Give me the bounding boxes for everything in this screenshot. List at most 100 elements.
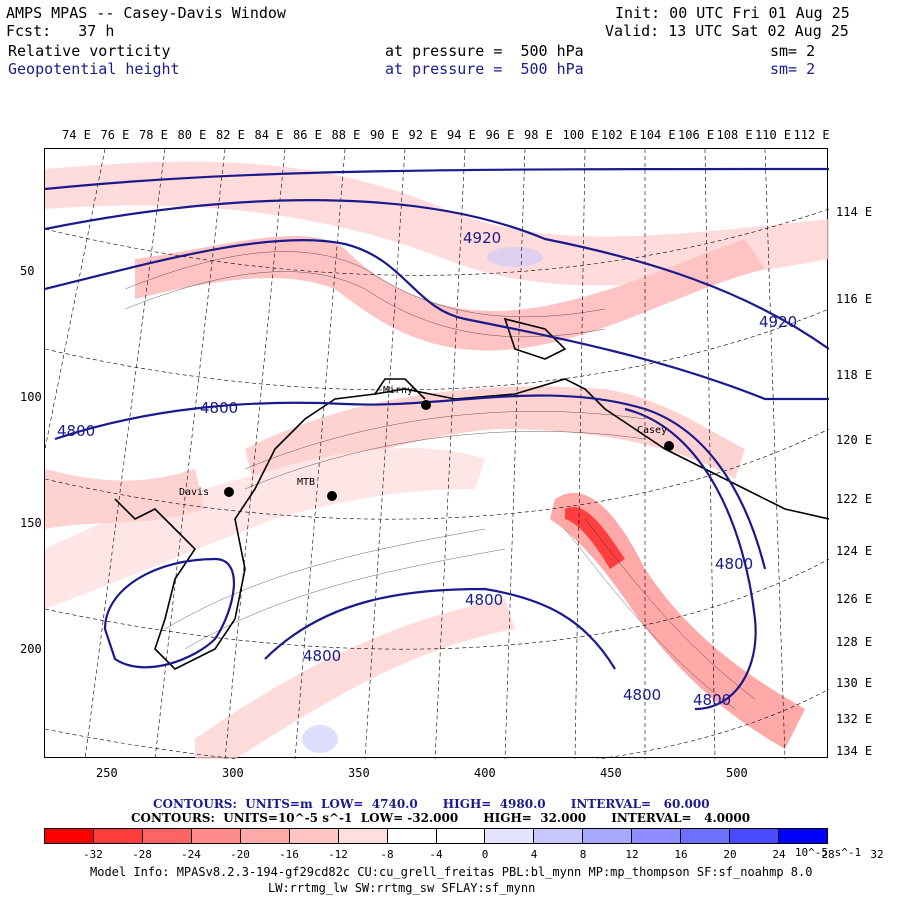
top-lon-label: 76 E: [100, 128, 130, 142]
colorbar-swatch: [338, 829, 388, 843]
height-label: 4800: [623, 686, 661, 704]
field1-name: Relative vorticity: [8, 42, 171, 60]
field1-level: at pressure = 500 hPa: [385, 42, 584, 60]
vort-core-southeast: [565, 507, 625, 569]
right-lon-label: 124 E: [836, 544, 873, 558]
right-lon-label: 130 E: [836, 676, 873, 690]
right-lon-label: 116 E: [836, 292, 873, 306]
colorbar-swatch: [681, 829, 731, 843]
top-lon-label: 90 E: [370, 128, 399, 142]
colorbar-swatch: [436, 829, 486, 843]
height-label: 4800: [303, 647, 341, 665]
colorbar-swatch: [289, 829, 339, 843]
height-label: 4800: [200, 399, 238, 417]
colorbar-tick-label: -16: [279, 848, 299, 861]
field2-name: Geopotential height: [8, 60, 180, 78]
top-lon-label: 102 E: [601, 128, 638, 142]
vort-band-south: [195, 599, 515, 759]
height-label: 4800: [57, 422, 95, 440]
vort-band-north: [45, 161, 829, 286]
top-lon-label: 94 E: [447, 128, 476, 142]
colorbar: [44, 828, 828, 844]
station-label-mtb: MTB: [297, 477, 315, 488]
right-lon-label: 114 E: [836, 205, 873, 219]
colorbar-swatch: [632, 829, 682, 843]
y-tick-label: 100: [20, 390, 42, 404]
top-lon-label: 82 E: [216, 128, 245, 142]
right-lon-label: 118 E: [836, 368, 873, 382]
negative-vorticity: [302, 247, 543, 753]
colorbar-tick-label: 32: [870, 848, 884, 861]
top-lon-label: 88 E: [331, 128, 361, 142]
top-lon-label: 108 E: [716, 128, 753, 142]
top-lon-label: 84 E: [254, 128, 284, 142]
x-tick-label: 450: [600, 766, 622, 780]
colorbar-swatch: [583, 829, 633, 843]
right-lon-label: 126 E: [836, 592, 873, 606]
vort-band-southwest: [45, 448, 485, 609]
field1-smooth: sm= 2: [770, 42, 816, 60]
colorbar-swatch: [387, 829, 437, 843]
station-label-davis: Davis: [179, 487, 209, 498]
right-lon-label: 134 E: [836, 744, 873, 758]
height-label: 4920: [463, 229, 501, 247]
station-label-mirny: Mirny: [383, 385, 413, 396]
colorbar-tick-label: -4: [429, 848, 443, 861]
station-mtb-marker: [327, 491, 337, 501]
chart-title: AMPS MPAS -- Casey-Davis Window: [6, 4, 286, 22]
x-tick-label: 400: [474, 766, 496, 780]
colorbar-tick-label: 0: [481, 848, 489, 861]
colorbar-swatch: [240, 829, 290, 843]
top-lon-label: 106 E: [678, 128, 715, 142]
top-lon-label: 100 E: [562, 128, 599, 142]
colorbar-tick-label: -20: [230, 848, 250, 861]
right-lon-label: 122 E: [836, 492, 873, 506]
colorbar-tick-label: -24: [181, 848, 201, 861]
colorbar-tick-label: -28: [132, 848, 152, 861]
y-tick-label: 150: [20, 516, 42, 530]
top-lon-label: 96 E: [485, 128, 515, 142]
vort-band-middle: [245, 386, 745, 489]
colorbar-tick-label: -32: [83, 848, 103, 861]
colorbar-tick-label: 28: [821, 848, 835, 861]
x-tick-label: 350: [348, 766, 370, 780]
map-svg: Davis MTB Mirny Casey 4800 4800 4800 480…: [44, 148, 830, 771]
colorbar-swatch: [485, 829, 535, 843]
height-label: 4800: [715, 555, 753, 573]
right-lon-label: 120 E: [836, 433, 873, 447]
field2-smooth: sm= 2: [770, 60, 816, 78]
colorbar-swatch: [534, 829, 584, 843]
y-tick-label: 50: [20, 264, 35, 278]
height-contours: [44, 167, 830, 711]
top-lon-label: 112 E: [793, 128, 830, 142]
colorbar-unit: 10^-5 s^-1: [794, 846, 862, 859]
model-info-line1: Model Info: MPASv8.2.3-194-gf29cd82c CU:…: [90, 865, 813, 879]
colorbar-tick-label: 4: [530, 848, 538, 861]
colorbar-swatch: [45, 829, 94, 843]
colorbar-tick-label: 16: [674, 848, 688, 861]
colorbar-tick-label: 8: [579, 848, 587, 861]
colorbar-tick-label: -12: [328, 848, 348, 861]
colorbar-swatch: [730, 829, 780, 843]
height-label: 4800: [693, 691, 731, 709]
y-tick-label: 200: [20, 642, 42, 656]
colorbar-tick-label: 12: [625, 848, 639, 861]
top-lon-label: 92 E: [408, 128, 438, 142]
height-label: 4800: [465, 591, 503, 609]
top-lon-label: 86 E: [293, 128, 322, 142]
init-time: Init: 00 UTC Fri 01 Aug 25: [615, 4, 850, 22]
graticule: [44, 148, 830, 771]
colorbar-tick-label: 24: [772, 848, 786, 861]
station-mirny-marker: [421, 400, 431, 410]
vort-area-west: [45, 469, 205, 529]
top-lon-label: 104 E: [639, 128, 676, 142]
top-lon-label: 110 E: [755, 128, 792, 142]
forecast-hour: Fcst: 37 h: [6, 22, 115, 40]
height-label: 4920: [759, 313, 797, 331]
vorticity-shading: [45, 161, 829, 759]
stations: [224, 400, 674, 501]
top-lon-label: 98 E: [524, 128, 553, 142]
vorticity-contours: [124, 251, 756, 710]
colorbar-tick-label: -8: [380, 848, 394, 861]
